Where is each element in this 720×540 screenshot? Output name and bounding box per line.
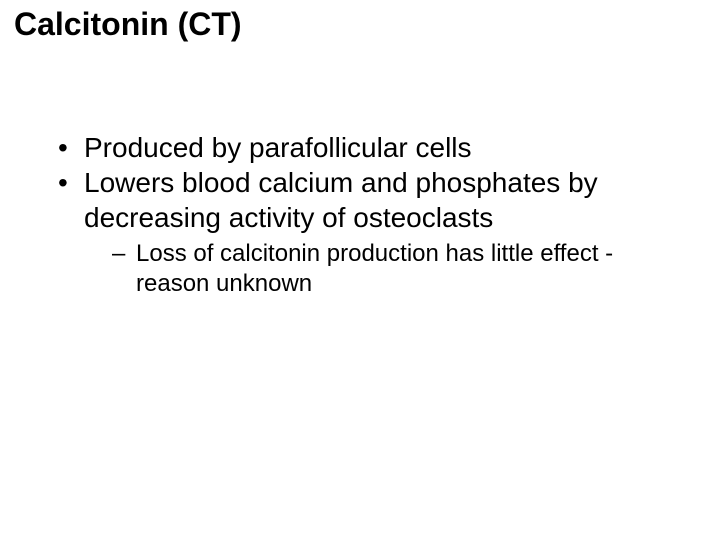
list-item: Loss of calcitonin production has little… [112,239,680,299]
bullet-text: Loss of calcitonin production has little… [136,240,613,297]
slide-content: Produced by parafollicular cells Lowers … [50,130,680,299]
sub-bullet-list: Loss of calcitonin production has little… [84,239,680,299]
slide-title: Calcitonin (CT) [14,6,242,43]
list-item: Produced by parafollicular cells [50,130,680,165]
bullet-text: Lowers blood calcium and phosphates by d… [84,167,598,233]
bullet-list: Produced by parafollicular cells Lowers … [50,130,680,299]
bullet-text: Produced by parafollicular cells [84,132,472,163]
slide: Calcitonin (CT) Produced by parafollicul… [0,0,720,540]
list-item: Lowers blood calcium and phosphates by d… [50,165,680,299]
